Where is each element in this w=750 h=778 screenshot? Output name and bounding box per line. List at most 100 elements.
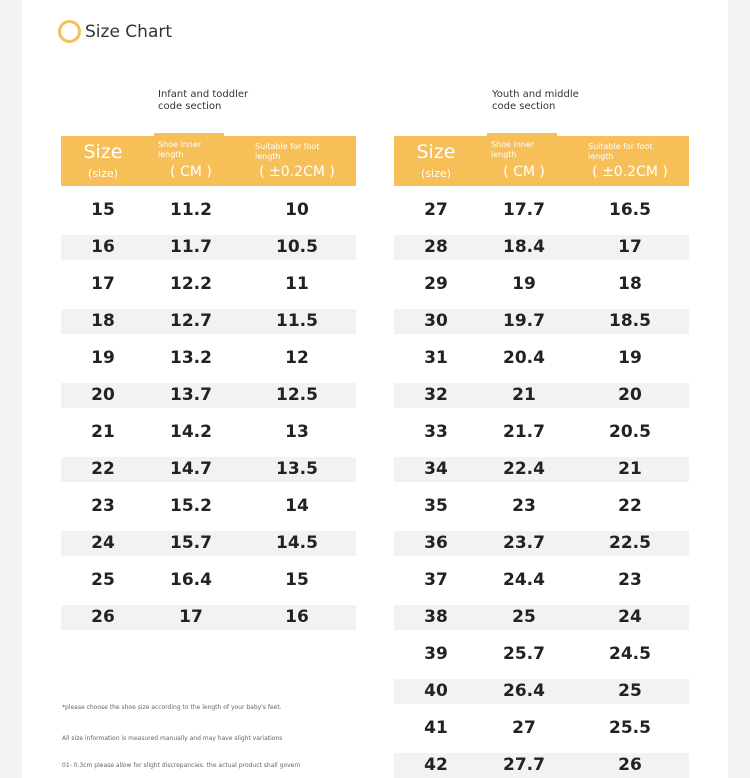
size-cell: 15 xyxy=(91,200,115,220)
header-inner-unit: ( CM ) xyxy=(503,164,545,180)
table-row: 30 19.7 18.5 xyxy=(394,309,689,334)
foot-length-cell: 17 xyxy=(618,237,642,257)
table-row: 18 12.7 11.5 xyxy=(61,309,356,334)
inner-length-cell: 19.7 xyxy=(503,311,545,331)
table-row: 24 15.7 14.5 xyxy=(61,531,356,556)
size-cell: 21 xyxy=(91,422,115,442)
table-row: 39 25.7 24.5 xyxy=(394,642,689,667)
table-row: 22 14.7 13.5 xyxy=(61,457,356,482)
header-size-sub: (size) xyxy=(88,167,118,180)
size-cell: 19 xyxy=(91,348,115,368)
foot-length-cell: 16.5 xyxy=(609,200,651,220)
left-section-line-2: code section xyxy=(158,101,222,112)
inner-length-cell: 11.7 xyxy=(170,237,212,257)
foot-length-cell: 23 xyxy=(618,570,642,590)
table-row: 23 15.2 14 xyxy=(61,494,356,519)
size-cell: 17 xyxy=(91,274,115,294)
foot-length-cell: 22 xyxy=(618,496,642,516)
header-inner-2: length xyxy=(491,150,517,159)
inner-length-cell: 13.7 xyxy=(170,385,212,405)
table-header: Size (size) Shoe inner length( CM ) Suitable… xyxy=(394,133,689,186)
inner-length-cell: 18.4 xyxy=(503,237,545,257)
size-cell: 34 xyxy=(424,459,448,479)
foot-length-cell: 24.5 xyxy=(609,644,651,664)
foot-length-cell: 15 xyxy=(285,570,309,590)
left-section-label: Infant and toddler code section xyxy=(158,89,268,113)
foot-length-cell: 21 xyxy=(618,459,642,479)
inner-length-cell: 25 xyxy=(512,607,536,627)
size-cell: 16 xyxy=(91,237,115,257)
table-header: Size (size) Shoe inner length( CM ) Suitable… xyxy=(61,133,356,186)
inner-length-cell: 25.7 xyxy=(503,644,545,664)
table-row: 26 17 16 xyxy=(61,605,356,630)
right-section-label: Youth and middle code section xyxy=(492,89,602,113)
foot-length-cell: 20.5 xyxy=(609,422,651,442)
footnote-1: *please choose the shoe size according t… xyxy=(62,704,282,711)
left-section-line-1: Infant and toddler xyxy=(158,89,249,100)
footnote-2: All size information is measured manuall… xyxy=(62,735,283,742)
size-cell: 23 xyxy=(91,496,115,516)
header-size: Size xyxy=(83,141,123,163)
table-row: 16 11.7 10.5 xyxy=(61,235,356,260)
inner-length-cell: 22.4 xyxy=(503,459,545,479)
size-cell: 18 xyxy=(91,311,115,331)
header-tab xyxy=(487,133,557,136)
table-row: 28 18.4 17 xyxy=(394,235,689,260)
size-cell: 37 xyxy=(424,570,448,590)
foot-length-cell: 18 xyxy=(618,274,642,294)
inner-length-cell: 11.2 xyxy=(170,200,212,220)
size-cell: 27 xyxy=(424,200,448,220)
table-row: 21 14.2 13 xyxy=(61,420,356,445)
size-cell: 42 xyxy=(424,755,448,775)
header-foot-1: Suitable for foot xyxy=(255,142,320,151)
header-foot-2: length xyxy=(255,152,281,161)
table-row: 20 13.7 12.5 xyxy=(61,383,356,408)
size-cell: 36 xyxy=(424,533,448,553)
inner-length-cell: 16.4 xyxy=(170,570,212,590)
foot-length-cell: 14 xyxy=(285,496,309,516)
youth-size-table: Size (size) Shoe inner length( CM ) Suitable… xyxy=(394,133,689,778)
foot-length-cell: 12.5 xyxy=(276,385,318,405)
header-size-sub: (size) xyxy=(421,167,451,180)
footnote-3: 01- 0.3cm please allow for slight discre… xyxy=(62,762,301,769)
right-section-line-2: code section xyxy=(492,101,556,112)
inner-length-cell: 12.7 xyxy=(170,311,212,331)
size-cell: 22 xyxy=(91,459,115,479)
table-row: 34 22.4 21 xyxy=(394,457,689,482)
inner-length-cell: 14.2 xyxy=(170,422,212,442)
table-row: 25 16.4 15 xyxy=(61,568,356,593)
foot-length-cell: 25.5 xyxy=(609,718,651,738)
size-cell: 26 xyxy=(91,607,115,627)
foot-length-cell: 10 xyxy=(285,200,309,220)
foot-length-cell: 16 xyxy=(285,607,309,627)
header-inner-1: Shoe inner xyxy=(158,140,202,149)
foot-length-cell: 22.5 xyxy=(609,533,651,553)
inner-length-cell: 24.4 xyxy=(503,570,545,590)
inner-length-cell: 15.2 xyxy=(170,496,212,516)
foot-length-cell: 12 xyxy=(285,348,309,368)
page-title: Size Chart xyxy=(85,21,173,42)
size-cell: 41 xyxy=(424,718,448,738)
circle-icon xyxy=(58,20,81,43)
foot-length-cell: 13.5 xyxy=(276,459,318,479)
size-cell: 40 xyxy=(424,681,448,701)
size-cell: 30 xyxy=(424,311,448,331)
foot-length-cell: 11 xyxy=(285,274,309,294)
table-row: 15 11.2 10 xyxy=(61,198,356,223)
inner-length-cell: 19 xyxy=(512,274,536,294)
inner-length-cell: 21.7 xyxy=(503,422,545,442)
inner-length-cell: 21 xyxy=(512,385,536,405)
size-cell: 24 xyxy=(91,533,115,553)
header-foot-unit: ( ±0.2CM ) xyxy=(259,164,335,180)
infant-size-table: Size (size) Shoe inner length( CM ) Suitable… xyxy=(61,133,356,630)
size-chart-page: Size Chart Infant and toddler code secti… xyxy=(22,0,728,778)
inner-length-cell: 23 xyxy=(512,496,536,516)
header-inner-1: Shoe inner xyxy=(491,140,535,149)
foot-length-cell: 18.5 xyxy=(609,311,651,331)
header-size: Size xyxy=(416,141,456,163)
inner-length-cell: 15.7 xyxy=(170,533,212,553)
table-row: 27 17.7 16.5 xyxy=(394,198,689,223)
header-foot-unit: ( ±0.2CM ) xyxy=(592,164,668,180)
table-row: 40 26.4 25 xyxy=(394,679,689,704)
table-row: 42 27.7 26 xyxy=(394,753,689,778)
